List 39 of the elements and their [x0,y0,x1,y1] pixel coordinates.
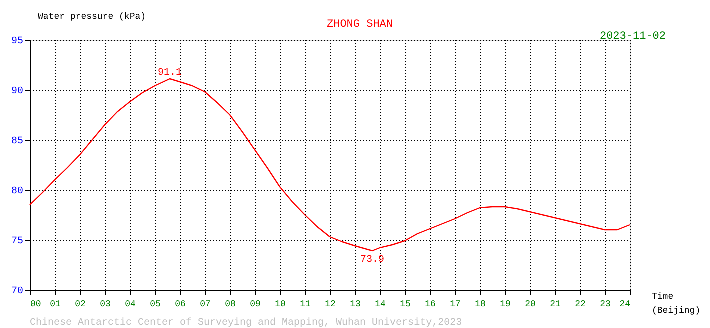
chart-title: ZHONG SHAN [326,19,394,31]
y-tick-label: 85 [11,136,24,148]
x-tick-label: 04 [125,300,136,310]
y-tick-label: 95 [11,36,24,48]
y-tick-label: 90 [11,86,24,98]
annotation: 73.9 [360,255,385,266]
x-axis-title: Time (Beijing) [652,292,701,316]
x-tick-label: 07 [200,300,211,310]
x-tick-label: 13 [350,300,361,310]
x-tick-label: 01 [50,300,61,310]
y-tick-label: 75 [11,236,24,248]
x-tick-label: 17 [450,300,461,310]
x-tick-label: 08 [225,300,236,310]
x-tick-label: 23 [600,300,611,310]
text: Chinese Antarctic Center of Surveying and Mapping, Wuhan University,2023 [30,317,462,328]
y-axis-title: Water pressure (kPa) [38,12,146,22]
y-tick-label: 70 [11,286,24,298]
x-tick-label: 11 [300,300,311,310]
line-series [29,78,631,252]
x-tick-label: 15 [400,300,411,310]
x-tick-label: 05 [150,300,161,310]
x-tick-label: 14 [375,300,386,310]
x-tick-label: 19 [500,300,511,310]
x-tick-label: 00 [30,300,42,310]
x-tick-label: 12 [325,300,336,310]
x-tick-label: 03 [100,300,111,310]
x-tick-label: 16 [425,300,436,310]
y-tick-label: 80 [11,186,24,198]
x-tick-label: 20 [525,300,536,310]
x-tick-label: 22 [575,300,586,310]
annotation: 91.1 [158,68,182,79]
x-tick-label: 02 [75,300,86,310]
x-tick-label: 24 [620,300,630,310]
chart-subtitle: 2023-11-02 [600,31,666,43]
x-tick-label: 06 [175,300,186,310]
x-tick-label: 10 [275,300,286,310]
x-tick-label: 18 [475,300,486,310]
x-tick-label: 21 [550,300,561,310]
x-tick-label: 09 [250,300,261,310]
